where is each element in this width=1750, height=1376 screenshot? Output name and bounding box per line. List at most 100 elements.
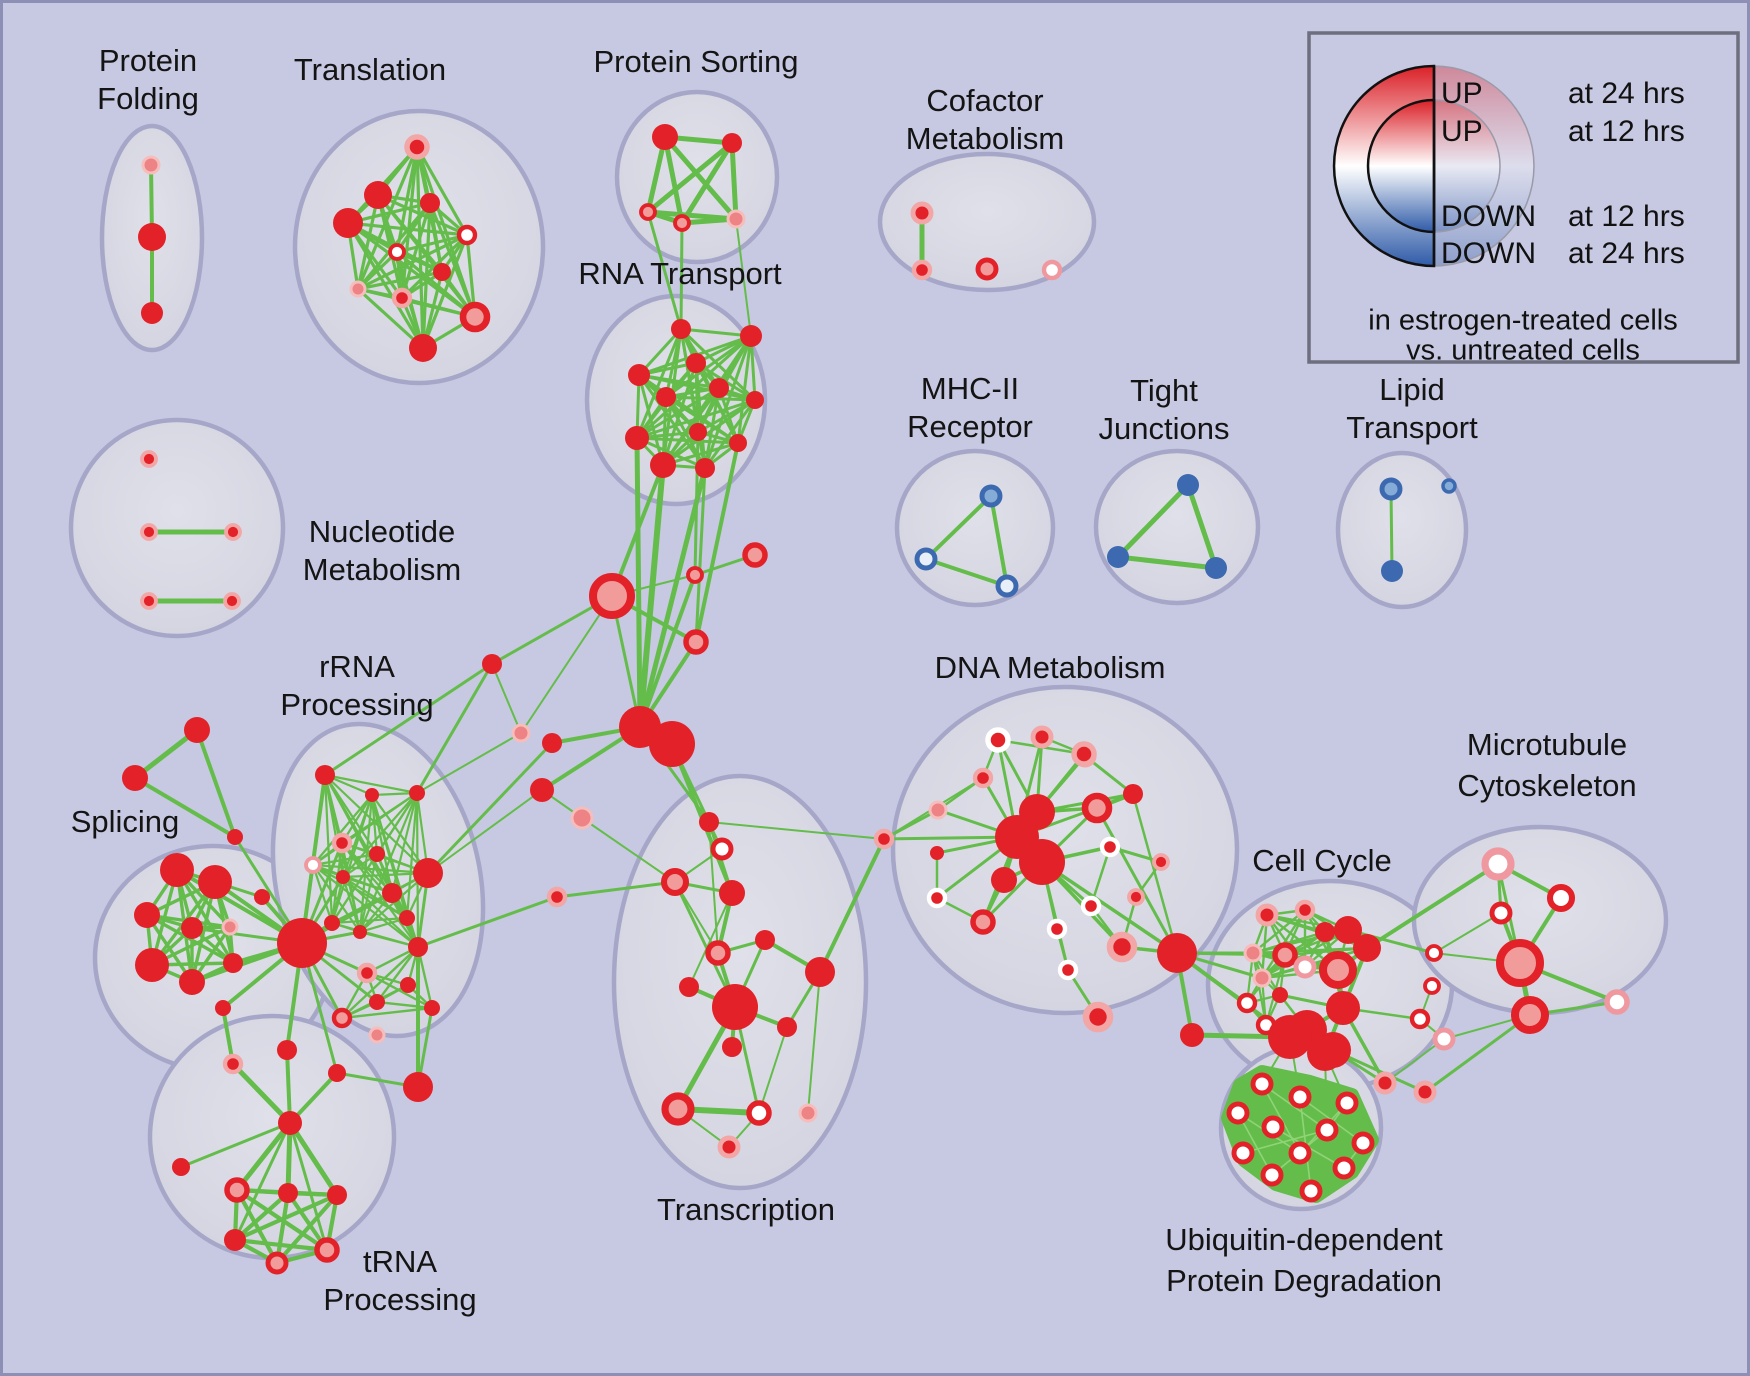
rna-edge (703, 334, 753, 470)
hub-edge (520, 595, 613, 734)
dna-gene-node (1180, 1023, 1204, 1047)
nm-gene-node (140, 592, 158, 610)
rr-edge (330, 916, 409, 925)
legend-time-1: at 12 hrs (1568, 115, 1685, 148)
ub-gene-node (1231, 1141, 1255, 1165)
rna-gene-node (650, 452, 676, 478)
rr-gene-node (315, 765, 335, 785)
tx-gene-node (717, 1135, 741, 1159)
connector-edge (818, 837, 886, 974)
rr-gene-node (408, 937, 428, 957)
rr-gene-node (353, 925, 367, 939)
pf-gene-node (138, 223, 166, 251)
rr-gene-node (278, 1111, 302, 1135)
ub-gene-node (1288, 1141, 1312, 1165)
connector-edge (735, 218, 752, 337)
connector-edge (679, 221, 684, 331)
sp-gene-node (254, 889, 270, 905)
dna-gene-node (972, 767, 994, 789)
mhc-gene-node (979, 484, 1003, 508)
cc-gene-node (1255, 903, 1279, 927)
dna-gene-node (1080, 895, 1102, 917)
mt-gene-node (1546, 883, 1576, 913)
dna-edge (1089, 845, 1112, 908)
hub-gene-node (546, 886, 568, 908)
tj-gene-node (1205, 557, 1227, 579)
hub-gene-node (570, 806, 594, 830)
hub-gene-node (686, 566, 704, 584)
tl-gene-node (391, 287, 413, 309)
tr-edge (232, 1237, 330, 1253)
tx-edge (688, 892, 733, 988)
rna-edge (664, 395, 740, 445)
rna-edge (664, 395, 757, 402)
cf-gene-node (910, 201, 934, 225)
legend-layer: UP at 24 hrs UP at 12 hrs DOWN at 12 hrs DOWN a… (1307, 31, 1740, 367)
sp-edge (133, 776, 237, 839)
pf-gene-node (141, 155, 161, 175)
pf-label-line2: Folding (97, 81, 199, 116)
legend-right-half-r66 (1433, 99, 1501, 233)
tr-edge (274, 1192, 340, 1266)
hub-gene-node (482, 654, 502, 674)
ub-gene-node (1260, 1163, 1284, 1187)
cc-gene-node (1272, 987, 1288, 1003)
rr-gene-node (424, 1000, 440, 1016)
rna-gene-node (689, 423, 707, 441)
tx-edge (807, 971, 821, 1114)
cf-gene-node (975, 257, 999, 281)
sp-label-line1: Splicing (71, 804, 180, 839)
rna-edge (679, 327, 753, 338)
dna-label-line1: DNA Metabolism (935, 650, 1166, 685)
rr-gene-node (277, 1040, 297, 1060)
ps-gene-node (639, 203, 657, 221)
tl-edge (356, 145, 419, 291)
mhc-edge (924, 557, 1009, 588)
connector-edge (1365, 862, 1500, 950)
cc-gene-node (1326, 991, 1360, 1025)
dna-gene-node (1123, 784, 1143, 804)
connector-edge (233, 1121, 292, 1242)
rna-edge (635, 436, 740, 445)
tj-edge (1185, 482, 1219, 571)
cc-gene-node (1432, 1027, 1456, 1051)
rr-gene-node (382, 883, 402, 903)
nm-gene-node (223, 592, 241, 610)
mhc-label-line1: MHC-II (921, 371, 1019, 406)
sp-gene-node (198, 865, 232, 899)
nm-gene-node (140, 450, 158, 468)
rr-edge (230, 1061, 293, 1126)
legend-direction-2: DOWN (1441, 200, 1536, 233)
rr-gene-node (413, 858, 443, 888)
rna-gene-node (625, 426, 649, 450)
cc-gene-node (1423, 977, 1441, 995)
tl-gene-node (333, 208, 363, 238)
dna-gene-node (873, 828, 895, 850)
nodes-layer (122, 124, 1630, 1275)
ub-label-line2: Protein Degradation (1166, 1263, 1442, 1298)
rna-edge (703, 398, 757, 470)
tj-label-line1: Tight (1130, 373, 1198, 408)
rna-gene-node (746, 391, 764, 409)
connector-edge (415, 662, 494, 795)
rr-gene-node (304, 856, 322, 874)
pf-label-line1: Protein (99, 43, 197, 78)
hub-gene-node (530, 778, 554, 802)
sp-gene-node (135, 948, 169, 982)
legend-direction-3: DOWN (1441, 237, 1536, 270)
tx-gene-node (705, 940, 731, 966)
tx-gene-node (722, 1037, 742, 1057)
mhc-gene-node (914, 547, 938, 571)
connector-edge (646, 210, 683, 331)
connector-edge (581, 817, 676, 883)
dna-gene-node (930, 846, 944, 860)
tx-gene-node (719, 880, 745, 906)
tj-gene-node (1177, 474, 1199, 496)
dna-gene-node (1106, 931, 1138, 963)
tx-edge (673, 880, 737, 1009)
nm-gene-node (140, 523, 158, 541)
cc-gene-node (1334, 916, 1362, 944)
dna-gene-node (985, 727, 1011, 753)
